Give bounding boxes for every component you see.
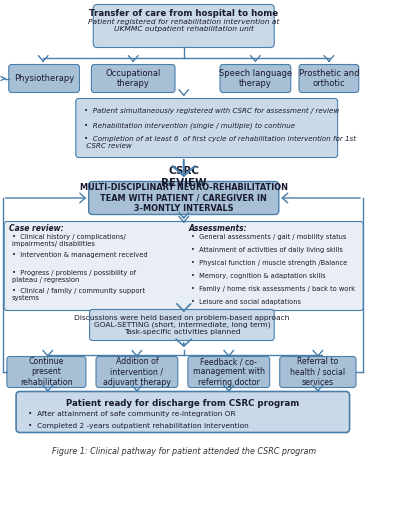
Text: •  Patient simultaneously registered with CSRC for assessment / review: • Patient simultaneously registered with… bbox=[84, 108, 339, 114]
FancyBboxPatch shape bbox=[7, 357, 86, 387]
FancyBboxPatch shape bbox=[76, 98, 338, 158]
Text: •  Progress / problems / possibility of
plateau / regression: • Progress / problems / possibility of p… bbox=[12, 270, 136, 283]
Text: Speech language
therapy: Speech language therapy bbox=[219, 69, 292, 88]
Text: •  Rehabilitation intervention (single / multiple) to continue: • Rehabilitation intervention (single / … bbox=[84, 122, 295, 129]
Text: •  Physical function / muscle strength /Balance: • Physical function / muscle strength /B… bbox=[191, 260, 347, 266]
FancyBboxPatch shape bbox=[188, 357, 270, 387]
Text: CSRC
REVIEW: CSRC REVIEW bbox=[161, 166, 206, 187]
Text: Case review:: Case review: bbox=[9, 224, 64, 233]
Text: •  Completion of at least 6  of first cycle of rehabilitation intervention for 1: • Completion of at least 6 of first cycl… bbox=[84, 136, 356, 149]
Text: UKMMC outpatient rehabilitation unit: UKMMC outpatient rehabilitation unit bbox=[114, 26, 254, 32]
Text: •  Memory, cognition & adaptation skills: • Memory, cognition & adaptation skills bbox=[191, 273, 326, 279]
Text: Occupational
therapy: Occupational therapy bbox=[106, 69, 161, 88]
FancyBboxPatch shape bbox=[90, 310, 274, 340]
FancyBboxPatch shape bbox=[4, 222, 363, 311]
FancyBboxPatch shape bbox=[280, 357, 356, 387]
Text: Prosthetic and
orthotic: Prosthetic and orthotic bbox=[299, 69, 359, 88]
Text: •  Intervention & management received: • Intervention & management received bbox=[12, 252, 148, 258]
Text: Transfer of care from hospital to home: Transfer of care from hospital to home bbox=[89, 10, 278, 19]
Text: •  Completed 2 -years outpatient rehabilitation intervention: • Completed 2 -years outpatient rehabili… bbox=[28, 423, 248, 429]
Text: •  After attainment of safe community re-integration OR: • After attainment of safe community re-… bbox=[28, 411, 235, 417]
Text: •  Family / home risk assessments / back to work: • Family / home risk assessments / back … bbox=[191, 286, 355, 292]
Text: •  General assessments / gait / mobility status: • General assessments / gait / mobility … bbox=[191, 234, 346, 240]
FancyBboxPatch shape bbox=[96, 357, 178, 387]
FancyBboxPatch shape bbox=[92, 65, 175, 92]
Text: Patient registered for rehabilitation intervention at: Patient registered for rehabilitation in… bbox=[88, 19, 280, 25]
FancyBboxPatch shape bbox=[93, 5, 274, 47]
Text: •  Leisure and social adaptations: • Leisure and social adaptations bbox=[191, 299, 301, 305]
Text: Physiotherapy: Physiotherapy bbox=[14, 74, 74, 83]
Text: MULTI-DISCIPLINARY NEURO-REHABILITATION
TEAM WITH PATIENT / CAREGIVER IN
3-MONTL: MULTI-DISCIPLINARY NEURO-REHABILITATION … bbox=[80, 183, 288, 213]
FancyBboxPatch shape bbox=[9, 65, 80, 92]
Text: Feedback / co-
management with
referring doctor: Feedback / co- management with referring… bbox=[193, 357, 265, 387]
Text: Continue
present
rehabilitation: Continue present rehabilitation bbox=[20, 357, 73, 387]
Text: Patient ready for discharge from CSRC program: Patient ready for discharge from CSRC pr… bbox=[66, 399, 300, 408]
Text: Discussions were held based on problem-based approach
GOAL-SETTING (short, inter: Discussions were held based on problem-b… bbox=[74, 315, 290, 335]
Text: •  Attainment of activities of daily living skills: • Attainment of activities of daily livi… bbox=[191, 247, 343, 253]
FancyBboxPatch shape bbox=[220, 65, 291, 92]
Text: Addition of
intervention /
adjuvant therapy: Addition of intervention / adjuvant ther… bbox=[103, 357, 171, 387]
FancyBboxPatch shape bbox=[299, 65, 359, 92]
Text: •  Clinical history / complications/
impairments/ disabilities: • Clinical history / complications/ impa… bbox=[12, 234, 126, 247]
FancyBboxPatch shape bbox=[16, 391, 350, 432]
Text: Assessments:: Assessments: bbox=[188, 224, 247, 233]
Text: Referral to
health / social
services: Referral to health / social services bbox=[290, 357, 346, 387]
Text: Figure 1: Clinical pathway for patient attended the CSRC program: Figure 1: Clinical pathway for patient a… bbox=[52, 447, 316, 456]
Text: •  Clinical / family / community support
systems: • Clinical / family / community support … bbox=[12, 288, 145, 301]
FancyBboxPatch shape bbox=[89, 181, 279, 215]
